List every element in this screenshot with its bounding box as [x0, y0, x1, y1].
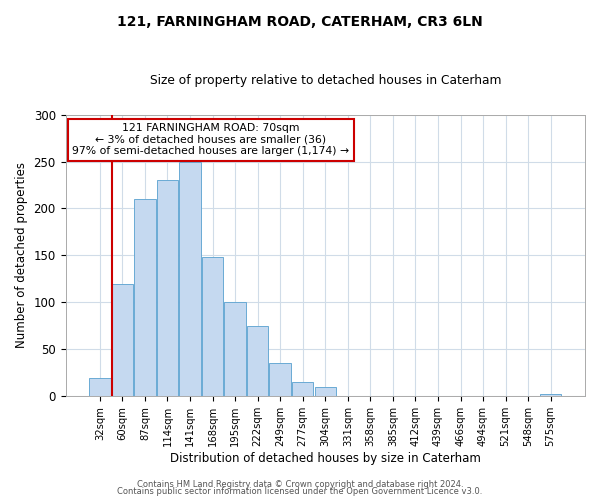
- Bar: [314, 387, 336, 396]
- X-axis label: Distribution of detached houses by size in Caterham: Distribution of detached houses by size …: [170, 452, 481, 465]
- Bar: [89, 378, 110, 396]
- Bar: [112, 284, 133, 397]
- Bar: [247, 326, 268, 396]
- Bar: [157, 180, 178, 396]
- Bar: [540, 394, 562, 396]
- Y-axis label: Number of detached properties: Number of detached properties: [15, 162, 28, 348]
- Title: Size of property relative to detached houses in Caterham: Size of property relative to detached ho…: [149, 74, 501, 87]
- Text: 121 FARNINGHAM ROAD: 70sqm
← 3% of detached houses are smaller (36)
97% of semi-: 121 FARNINGHAM ROAD: 70sqm ← 3% of detac…: [73, 123, 350, 156]
- Bar: [292, 382, 313, 396]
- Bar: [134, 199, 155, 396]
- Text: Contains public sector information licensed under the Open Government Licence v3: Contains public sector information licen…: [118, 488, 482, 496]
- Text: 121, FARNINGHAM ROAD, CATERHAM, CR3 6LN: 121, FARNINGHAM ROAD, CATERHAM, CR3 6LN: [117, 15, 483, 29]
- Bar: [179, 162, 201, 396]
- Bar: [269, 364, 291, 396]
- Bar: [202, 258, 223, 396]
- Bar: [224, 302, 246, 396]
- Text: Contains HM Land Registry data © Crown copyright and database right 2024.: Contains HM Land Registry data © Crown c…: [137, 480, 463, 489]
